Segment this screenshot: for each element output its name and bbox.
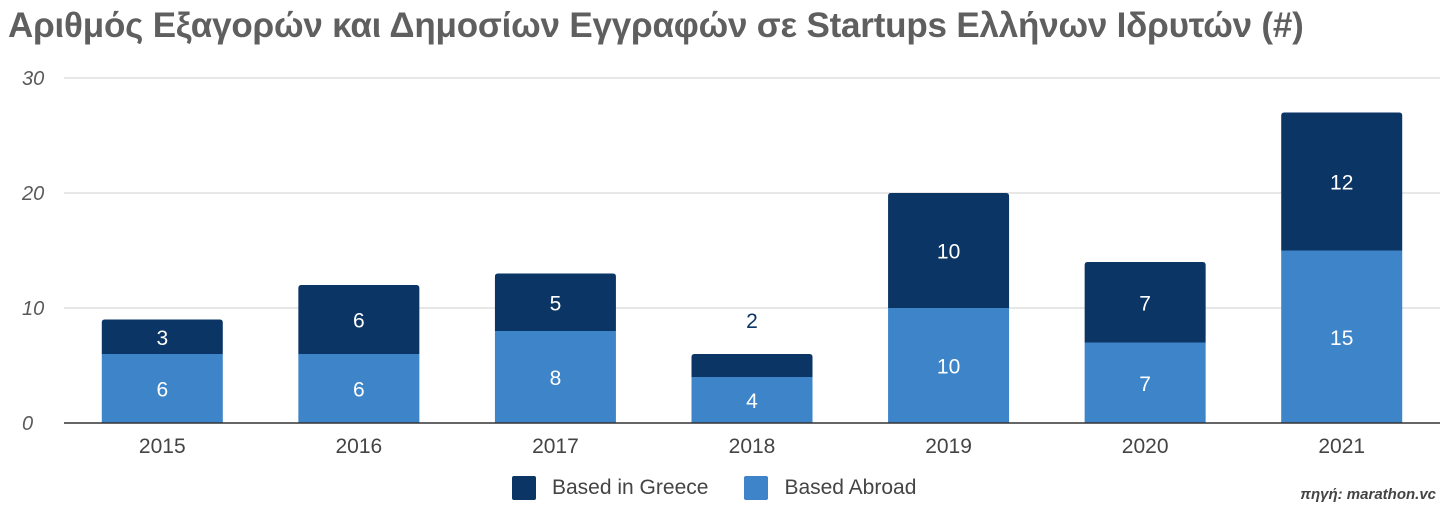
bar-segment-based-in-greece — [101, 319, 223, 354]
chart-legend: Based in Greece Based Abroad — [512, 476, 952, 500]
data-label: 7 — [1139, 292, 1151, 315]
x-tick-label: 2015 — [139, 435, 186, 458]
bar-segment-based-abroad — [101, 354, 223, 423]
x-tick-label: 2021 — [1318, 435, 1365, 458]
data-label: 2 — [746, 310, 758, 333]
legend-swatch-abroad — [744, 476, 769, 500]
data-label: 10 — [937, 241, 960, 264]
bar-segment-based-abroad — [888, 308, 1010, 423]
source-note: πηγή: marathon.vc — [1300, 486, 1436, 503]
bar-segment-based-in-greece — [888, 193, 1010, 308]
data-label: 15 — [1330, 327, 1353, 350]
data-label: 5 — [550, 292, 562, 315]
bar-segment-based-abroad — [298, 354, 420, 423]
x-tick-label: 2019 — [925, 435, 972, 458]
legend-item-abroad: Based Abroad — [744, 476, 916, 500]
x-tick-label: 2016 — [335, 435, 382, 458]
y-tick-label: 0 — [22, 413, 33, 435]
x-tick-label: 2018 — [729, 435, 776, 458]
y-tick-label: 20 — [21, 183, 44, 205]
data-label: 10 — [937, 356, 960, 379]
bar-segment-based-in-greece — [1281, 112, 1403, 251]
bar-segment-based-abroad — [691, 377, 813, 423]
bar-segment-based-in-greece — [691, 354, 813, 377]
y-tick-label: 30 — [22, 68, 44, 90]
bar-segment-based-in-greece — [298, 285, 420, 354]
bar-segment-based-in-greece — [1084, 262, 1206, 343]
x-tick-label: 2017 — [532, 435, 579, 458]
legend-label-abroad: Based Abroad — [784, 476, 917, 499]
legend-item-greece: Based in Greece — [512, 476, 708, 500]
data-label: 6 — [156, 379, 168, 402]
data-label: 4 — [746, 390, 758, 413]
bar-segment-based-abroad — [494, 331, 616, 423]
legend-label-greece: Based in Greece — [552, 476, 709, 499]
y-tick-label: 10 — [22, 298, 44, 320]
data-label: 7 — [1139, 373, 1151, 396]
legend-swatch-greece — [512, 476, 536, 500]
x-tick-label: 2020 — [1122, 435, 1169, 458]
chart-title: Αριθμός Εξαγορών και Δημοσίων Εγγραφών σ… — [8, 6, 1304, 45]
data-label: 3 — [156, 327, 168, 350]
bar-segment-based-abroad — [1281, 250, 1403, 423]
bar-segment-based-abroad — [1084, 342, 1206, 423]
bar-segment-based-in-greece — [494, 273, 616, 331]
data-label: 6 — [353, 379, 365, 402]
chart-plot: 0 10 20 30 6 3 2015 6 6 2016 8 5 2017 4 2 2018 10 10 2019 7… — [21, 68, 1440, 458]
data-label: 6 — [353, 310, 365, 333]
data-label: 8 — [550, 367, 562, 390]
data-label: 12 — [1330, 172, 1353, 195]
